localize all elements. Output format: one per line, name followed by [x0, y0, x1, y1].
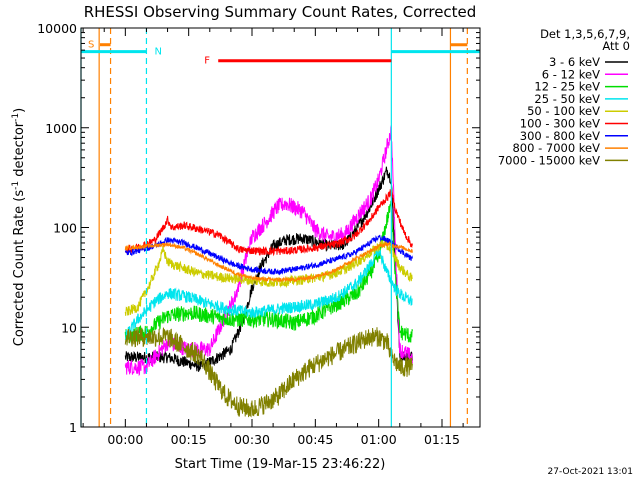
x-axis-ticks: 00:00 00:15 00:30 00:45 01:00 01:15 [82, 28, 464, 447]
flag-label-F: F [204, 56, 210, 67]
x-tick-label-0: 00:00 [107, 432, 143, 447]
x-tick-label-1: 00:15 [171, 432, 207, 447]
x-tick-label-2: 00:30 [234, 432, 270, 447]
flag-label-S: S [88, 40, 94, 51]
series-line-2 [124, 200, 413, 344]
series-line-6 [124, 234, 413, 276]
legend-label-0: 3 - 6 keV [549, 55, 600, 69]
y-tick-label-2: 100 [53, 221, 77, 236]
legend-label-1: 6 - 12 keV [542, 67, 600, 81]
y-axis-label-end: ) [12, 108, 27, 113]
series-layer [124, 125, 413, 418]
legend-label-8: 7000 - 15000 keV [498, 153, 600, 167]
y-tick-label-4: 10000 [37, 21, 77, 36]
x-tick-label-4: 01:00 [361, 432, 397, 447]
legend-label-7: 800 - 7000 keV [512, 141, 600, 155]
legend-label-5: 100 - 300 keV [520, 117, 600, 131]
y-axis-label-mid: detector [12, 121, 27, 181]
series-line-5 [124, 188, 413, 257]
y-tick-label-3: 1000 [45, 121, 77, 136]
legend-label-3: 25 - 50 keV [534, 92, 600, 106]
legend-label-6: 300 - 800 keV [520, 129, 600, 143]
x-tick-label-5: 01:15 [424, 432, 460, 447]
flag-bars: S N F [81, 40, 480, 67]
series-line-3 [124, 245, 413, 340]
flag-label-N: N [154, 47, 161, 58]
y-axis-label: Corrected Count Rate (s-1 detector-1) [11, 108, 27, 346]
x-axis-label: Start Time (19-Mar-15 23:46:22) [175, 457, 386, 472]
series-line-7 [124, 240, 413, 283]
legend-header-attenuator: Att 0 [602, 39, 630, 53]
x-tick-label-3: 00:45 [297, 432, 333, 447]
y-axis-label-main: Corrected Count Rate (s [12, 190, 27, 347]
y-axis-ticks: 1 10 100 1000 10000 [37, 21, 480, 435]
chart-title: RHESSI Observing Summary Count Rates, Co… [84, 3, 477, 21]
timestamp: 27-Oct-2021 13:01 [548, 467, 633, 477]
legend-label-2: 12 - 25 keV [534, 80, 600, 94]
y-axis-label-sup1: -1 [11, 181, 21, 190]
series-line-8 [124, 326, 413, 418]
series-line-1 [124, 125, 413, 377]
legend-label-4: 50 - 100 keV [527, 104, 600, 118]
y-tick-label-0: 1 [69, 420, 77, 435]
legend-header-detectors: Det 1,3,5,6,7,9, [540, 27, 630, 41]
y-axis-label-sup2: -1 [11, 113, 21, 122]
y-tick-label-1: 10 [61, 320, 77, 335]
series-line-4 [124, 238, 413, 316]
